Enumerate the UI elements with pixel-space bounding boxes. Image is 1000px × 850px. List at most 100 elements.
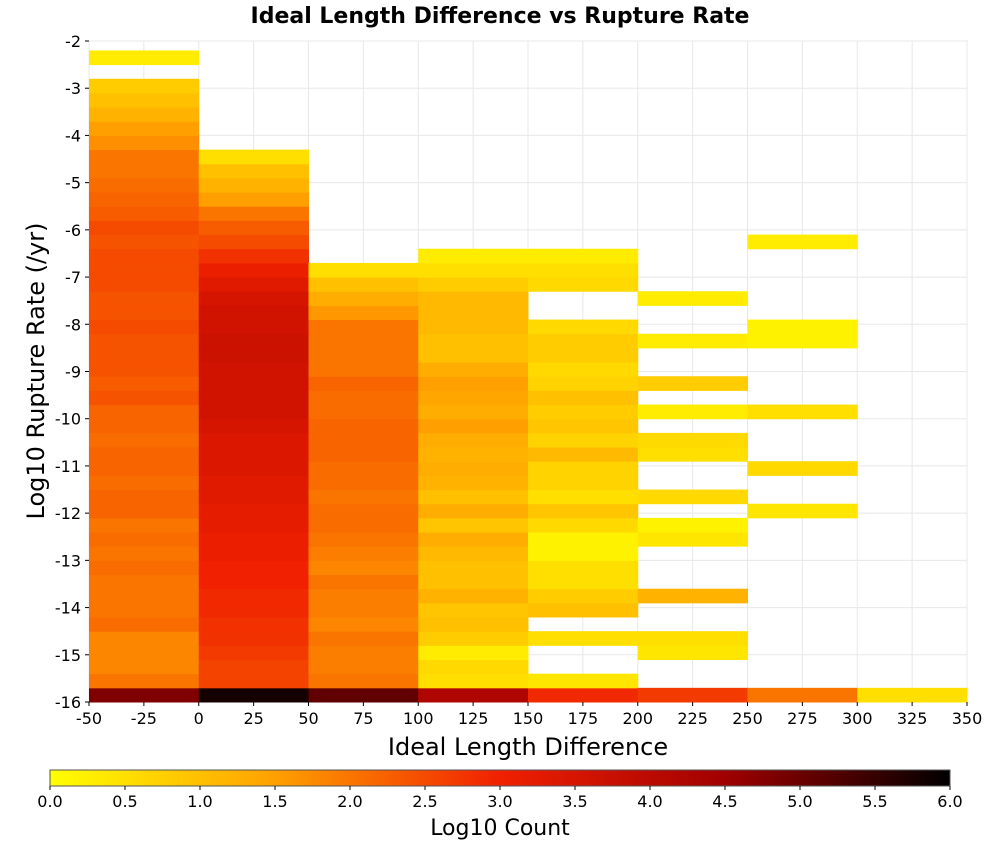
x-tick-label: 250 bbox=[732, 709, 763, 728]
heatmap-cell bbox=[528, 475, 639, 491]
heatmap-cell bbox=[198, 390, 309, 406]
heatmap-cell bbox=[528, 602, 639, 618]
x-tick-label: 325 bbox=[897, 709, 928, 728]
heatmap-cell bbox=[89, 532, 200, 547]
heatmap-cell bbox=[528, 347, 639, 363]
heatmap-cell bbox=[198, 418, 309, 434]
y-tick-label: -14 bbox=[55, 599, 81, 618]
y-tick-label: -16 bbox=[55, 693, 81, 712]
y-tick-label: -7 bbox=[65, 268, 81, 287]
heatmap-cell bbox=[308, 517, 419, 533]
heatmap-cell bbox=[308, 447, 419, 462]
heatmap-cell bbox=[418, 560, 529, 576]
heatmap-cell bbox=[308, 461, 419, 476]
heatmap-cell bbox=[528, 517, 639, 533]
heatmap-cell bbox=[89, 418, 200, 434]
colorbar-ticks: 0.0 0.5 1.0 1.5 2.0 2.5 3.0 3.5 4.0 4.5 5.0 5.5 6.0 bbox=[37, 786, 963, 811]
colorbar-tick-label: 2.0 bbox=[337, 792, 362, 811]
heatmap-cell bbox=[198, 163, 309, 179]
colorbar-tick-label: 1.5 bbox=[262, 792, 287, 811]
heatmap-cell bbox=[528, 390, 639, 406]
heatmap-cell bbox=[308, 546, 419, 561]
heatmap-cell bbox=[308, 489, 419, 505]
heatmap-cell bbox=[308, 291, 419, 306]
heatmap-cell bbox=[89, 347, 200, 363]
y-tick-label: -10 bbox=[55, 410, 81, 429]
heatmap-cell bbox=[198, 447, 309, 462]
heatmap-cell bbox=[198, 489, 309, 505]
heatmap-cell bbox=[418, 503, 529, 519]
heatmap-cell bbox=[89, 234, 200, 250]
heatmap-cell bbox=[198, 631, 309, 646]
heatmap-cell bbox=[308, 404, 419, 420]
heatmap-cell bbox=[198, 192, 309, 207]
heatmap-cell bbox=[198, 645, 309, 660]
heatmap-cell bbox=[308, 418, 419, 434]
heatmap-cell bbox=[89, 262, 200, 278]
heatmap-cell bbox=[198, 432, 309, 448]
heatmap-cell bbox=[418, 305, 529, 321]
heatmap-cell bbox=[89, 319, 200, 335]
y-axis-ticks: -2 -3 -4 -5 -6 -7 -8 -9 -10 -11 -12 -13 -14 -15 -16 bbox=[55, 32, 89, 712]
heatmap-cell bbox=[89, 135, 200, 151]
heatmap-cell bbox=[198, 262, 309, 278]
heatmap-cell bbox=[89, 546, 200, 561]
y-tick-label: -6 bbox=[65, 221, 81, 240]
x-tick-label: 25 bbox=[243, 709, 263, 728]
heatmap-cell bbox=[418, 617, 529, 632]
heatmap-cell bbox=[198, 602, 309, 618]
heatmap-cell bbox=[198, 347, 309, 363]
colorbar-tick-label: 2.5 bbox=[412, 792, 437, 811]
colorbar-tick-label: 5.0 bbox=[787, 792, 812, 811]
y-tick-label: -9 bbox=[65, 363, 81, 382]
heatmap-cell bbox=[198, 475, 309, 491]
heatmap-cell bbox=[418, 631, 529, 646]
heatmap-cell bbox=[308, 574, 419, 590]
heatmap-cell bbox=[418, 291, 529, 306]
heatmap-cell bbox=[637, 489, 748, 505]
heatmap-cell bbox=[198, 333, 309, 349]
y-tick-label: -11 bbox=[55, 457, 81, 476]
heatmap-cell bbox=[528, 319, 639, 335]
heatmap-cell bbox=[747, 461, 858, 476]
heatmap-cell bbox=[637, 447, 748, 462]
heatmap-cell bbox=[528, 376, 639, 391]
heatmap-cell bbox=[198, 305, 309, 321]
heatmap-cell bbox=[308, 333, 419, 349]
heatmap-cell bbox=[308, 432, 419, 448]
heatmap-cell bbox=[637, 687, 748, 703]
heatmap-cell bbox=[528, 461, 639, 476]
colorbar-tick-label: 0.0 bbox=[37, 792, 62, 811]
heatmap-cell bbox=[198, 687, 309, 703]
heatmap-cell bbox=[89, 50, 200, 66]
heatmap-cell bbox=[637, 517, 748, 533]
heatmap-cell bbox=[308, 659, 419, 675]
heatmap-cell bbox=[89, 447, 200, 462]
heatmap-cell bbox=[418, 673, 529, 689]
heatmap-cell bbox=[89, 404, 200, 420]
heatmap-cell bbox=[89, 121, 200, 136]
heatmap-cell bbox=[308, 277, 419, 292]
x-tick-label: 275 bbox=[787, 709, 818, 728]
heatmap-cell bbox=[198, 234, 309, 250]
heatmap-cell bbox=[418, 517, 529, 533]
heatmap-cell bbox=[418, 602, 529, 618]
heatmap-cell bbox=[198, 532, 309, 547]
heatmap-cell bbox=[89, 149, 200, 165]
heatmap-cell bbox=[528, 588, 639, 604]
heatmap-cell bbox=[308, 687, 419, 703]
heatmap-cell bbox=[528, 503, 639, 519]
heatmap-cell bbox=[198, 617, 309, 632]
heatmap-cell bbox=[198, 376, 309, 391]
heatmap-cell bbox=[637, 532, 748, 547]
heatmap-cell bbox=[198, 206, 309, 221]
heatmap-cell bbox=[89, 163, 200, 179]
heatmap-cell bbox=[418, 588, 529, 604]
heatmap-cell bbox=[89, 687, 200, 703]
heatmap-cell bbox=[418, 418, 529, 434]
colorbar-tick-label: 4.5 bbox=[712, 792, 737, 811]
heatmap-cell bbox=[198, 220, 309, 236]
heatmap-cell bbox=[198, 588, 309, 604]
heatmap-cell bbox=[89, 475, 200, 491]
